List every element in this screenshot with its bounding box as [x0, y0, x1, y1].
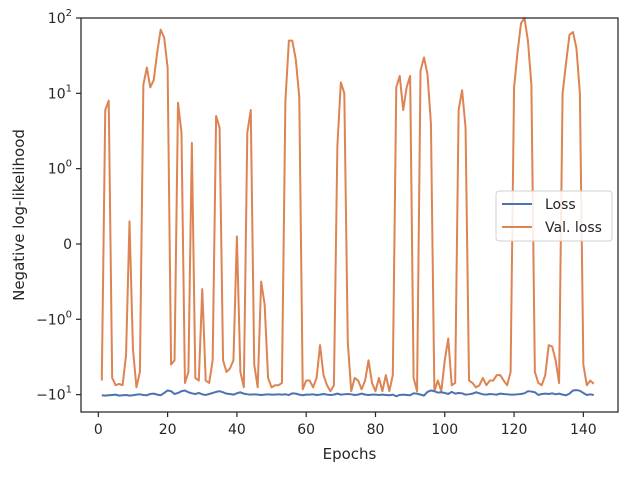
- y-tick-label: 102: [48, 8, 72, 27]
- legend-entry-1: Val. loss: [545, 220, 602, 236]
- x-tick-label: 60: [297, 422, 315, 438]
- y-tick-label: 0: [63, 237, 72, 253]
- x-tick-label: 140: [570, 422, 597, 438]
- x-tick-label: 20: [159, 422, 177, 438]
- x-tick-label: 40: [228, 422, 246, 438]
- x-tick-label: 0: [94, 422, 103, 438]
- x-tick-label: 120: [501, 422, 528, 438]
- x-tick-label: 100: [431, 422, 458, 438]
- y-tick-label: 100: [48, 159, 72, 178]
- series-lines: [100, 17, 595, 398]
- y-axis-label: Negative log-likelihood: [10, 129, 28, 301]
- x-axis-label: Epochs: [323, 445, 377, 463]
- x-tick-label: 80: [367, 422, 385, 438]
- y-tick-label: −101: [36, 385, 72, 404]
- y-tick-label: −100: [36, 309, 72, 328]
- legend-entry-0: Loss: [545, 197, 576, 213]
- axes-frame: [80, 17, 619, 413]
- series-line-0: [101, 389, 594, 398]
- y-axis: −101 −100 0 100 101 102: [36, 8, 81, 404]
- x-axis: 0 20 40 60 80 100 120 140: [94, 412, 597, 438]
- legend: Loss Val. loss: [495, 190, 613, 242]
- series-line-1: [100, 17, 595, 393]
- plot-area: [80, 17, 619, 413]
- y-tick-label: 101: [48, 83, 72, 102]
